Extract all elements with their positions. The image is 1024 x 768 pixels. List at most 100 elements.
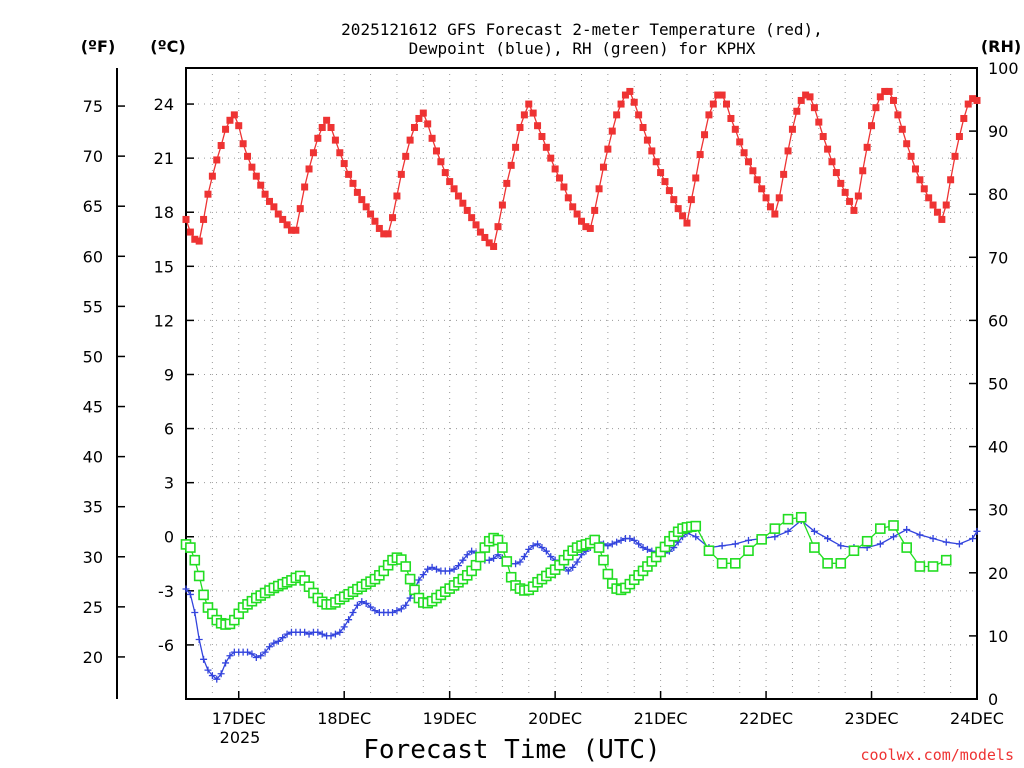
dewpoint-point xyxy=(200,655,208,663)
dewpoint-point xyxy=(446,567,454,575)
temperature-point xyxy=(714,91,722,99)
rh-point xyxy=(835,558,847,569)
dewpoint-point xyxy=(810,527,818,535)
dewpoint-point xyxy=(692,533,700,541)
rh-tick-label: 90 xyxy=(988,122,1008,141)
dewpoint-point xyxy=(569,563,577,571)
temperature-point xyxy=(204,190,212,198)
dewpoint-point xyxy=(534,540,542,548)
dewpoint-point xyxy=(244,648,252,656)
temperature-point xyxy=(564,194,572,202)
temperature-point xyxy=(213,156,221,164)
x-tick-label: 22DEC xyxy=(739,709,793,728)
temperature-point xyxy=(468,214,476,222)
temperature-point xyxy=(727,114,735,122)
temperature-point xyxy=(942,201,950,209)
rh-point xyxy=(475,551,486,563)
dewpoint-point xyxy=(428,563,436,571)
temperature-point xyxy=(331,136,339,144)
rh-point xyxy=(730,558,741,569)
dewpoint-point xyxy=(635,540,643,548)
celsius-tick-label: 9 xyxy=(164,365,174,384)
temperature-point xyxy=(687,196,695,204)
x-tick-label: 21DEC xyxy=(634,709,688,728)
temperature-point xyxy=(925,194,933,202)
rh-point xyxy=(193,570,205,582)
temperature-point xyxy=(718,91,726,99)
fahrenheit-tick-label: 35 xyxy=(83,498,103,517)
x-tick-label: 20DEC xyxy=(528,709,582,728)
temperature-point xyxy=(454,192,462,200)
x-tick-label: 19DEC xyxy=(423,709,477,728)
dewpoint-point xyxy=(538,544,546,552)
dewpoint-point xyxy=(257,652,265,660)
temperature-point xyxy=(872,104,880,112)
temperature-point xyxy=(534,122,542,130)
temperature-point xyxy=(586,224,594,232)
x-tick-label: 18DEC xyxy=(317,709,371,728)
temperature-point xyxy=(252,172,260,180)
temperature-point xyxy=(648,147,656,155)
temperature-point xyxy=(920,185,928,193)
dewpoint-point xyxy=(525,545,533,553)
dewpoint-point xyxy=(459,556,467,564)
temperature-point xyxy=(309,149,317,157)
dewpoint-point xyxy=(186,590,194,598)
temperature-point xyxy=(621,91,629,99)
dewpoint-point xyxy=(208,672,216,680)
rh-point xyxy=(593,542,605,553)
dewpoint-point xyxy=(213,675,221,683)
temperature-point xyxy=(815,118,823,126)
temperature-point xyxy=(661,178,669,186)
rh-point xyxy=(848,545,860,557)
dewpoint-point xyxy=(613,538,621,546)
temperature-point xyxy=(911,165,919,173)
temperature-point xyxy=(828,158,836,166)
fahrenheit-tick-label: 45 xyxy=(83,398,103,417)
dewpoint-point xyxy=(371,607,379,615)
dewpoint-point xyxy=(630,536,638,544)
temperature-point xyxy=(916,176,924,184)
temperature-point xyxy=(679,212,687,220)
dewpoint-point xyxy=(358,598,366,606)
rh-point xyxy=(782,513,794,525)
temperature-point xyxy=(674,205,682,213)
temperature-point xyxy=(626,87,634,95)
dewpoint-point xyxy=(468,547,476,555)
dewpoint-point xyxy=(639,544,647,552)
temperature-point xyxy=(367,210,375,218)
rh-point xyxy=(940,554,952,566)
dewpoint-point xyxy=(226,652,234,660)
dewpoint-point xyxy=(837,542,845,550)
temperature-point xyxy=(885,87,893,95)
temperature-point xyxy=(542,143,550,151)
dewpoint-point xyxy=(626,535,634,543)
fahrenheit-tick-label: 30 xyxy=(83,548,103,567)
celsius-tick-label: 3 xyxy=(164,474,174,493)
temperature-point xyxy=(569,203,577,211)
temperature-point xyxy=(960,114,968,122)
axes xyxy=(116,67,978,700)
temperature-point xyxy=(182,215,190,223)
rh-point xyxy=(497,542,508,553)
dewpoint-point xyxy=(529,542,537,550)
rh-tick-label: 40 xyxy=(988,438,1008,457)
temperature-point xyxy=(951,152,959,160)
temperature-point xyxy=(257,181,265,189)
fahrenheit-unit-label: (ºF) xyxy=(81,37,116,56)
fahrenheit-tick-label: 60 xyxy=(83,247,103,266)
temperature-point xyxy=(226,116,234,124)
temperature-point xyxy=(582,223,590,231)
temperature-point xyxy=(806,93,814,101)
temperature-point xyxy=(512,143,520,151)
temperature-point xyxy=(881,87,889,95)
temperature-point xyxy=(547,154,555,162)
temperature-point xyxy=(494,223,502,231)
temperature-point xyxy=(296,205,304,213)
dewpoint-point xyxy=(182,585,190,593)
fahrenheit-tick-label: 20 xyxy=(83,648,103,667)
dewpoint-point xyxy=(454,562,462,570)
temperature-point xyxy=(375,224,383,232)
dewpoint-point xyxy=(718,542,726,550)
temperature-point xyxy=(753,176,761,184)
